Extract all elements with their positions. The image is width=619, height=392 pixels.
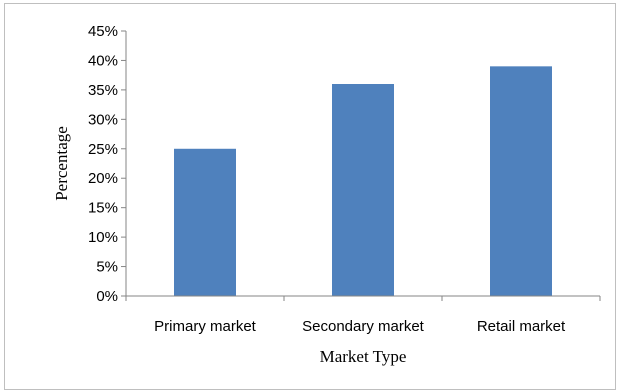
y-tick-label: 35% bbox=[88, 82, 118, 99]
y-tick-label: 25% bbox=[88, 141, 118, 158]
x-tick-label: Secondary market bbox=[302, 318, 425, 335]
bars bbox=[174, 66, 552, 296]
y-tick-label: 30% bbox=[88, 111, 118, 128]
bar-secondary-market bbox=[332, 84, 394, 296]
y-axis-title: Percentage bbox=[52, 126, 71, 201]
y-tick-label: 20% bbox=[88, 170, 118, 187]
y-axis-ticks: 0% 5% 10% 15% 20% 25% 30% 35% 40% 45% bbox=[88, 23, 126, 305]
y-tick-label: 45% bbox=[88, 23, 118, 40]
x-tick-label: Retail market bbox=[477, 318, 566, 335]
x-tick-label: Primary market bbox=[154, 318, 257, 335]
y-tick-label: 10% bbox=[88, 229, 118, 246]
x-axis-labels: Primary market Secondary market Retail mar… bbox=[125, 296, 601, 335]
bar-retail-market bbox=[490, 66, 552, 296]
y-tick-label: 0% bbox=[96, 288, 118, 305]
y-tick-label: 15% bbox=[88, 200, 118, 217]
bar-primary-market bbox=[174, 148, 236, 296]
y-tick-label: 40% bbox=[88, 52, 118, 69]
x-axis-title: Market Type bbox=[320, 347, 407, 366]
y-tick-label: 5% bbox=[96, 259, 118, 276]
